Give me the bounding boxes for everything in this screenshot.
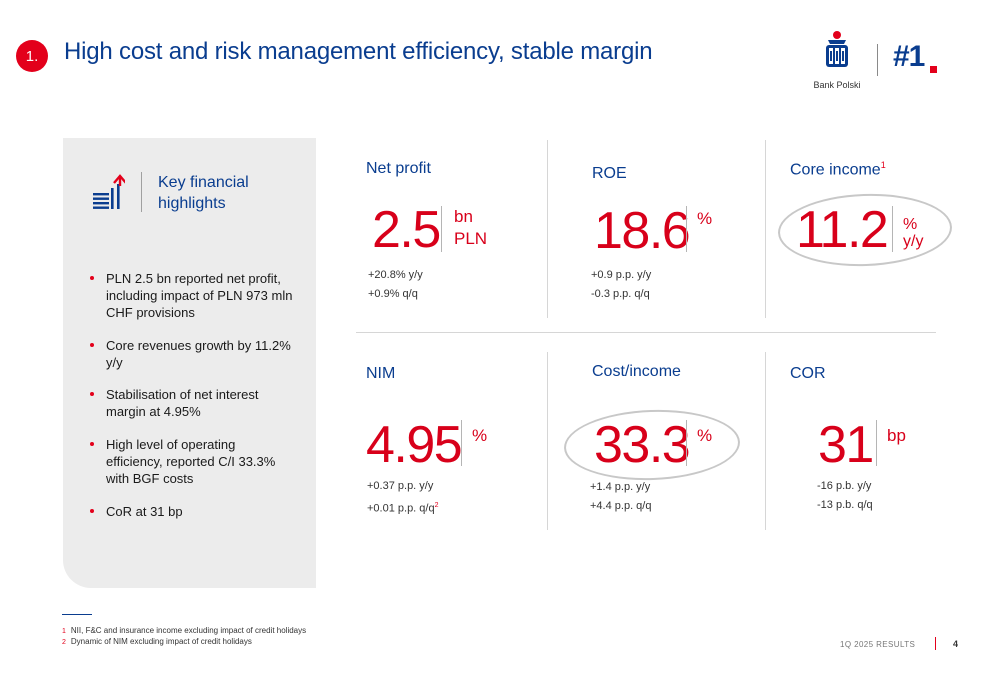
logo-divider [877,44,878,76]
rank-dot [930,66,937,73]
footnote: 1 NII, F&C and insurance income excluding… [62,626,307,635]
kpi-label-roe: ROE [592,165,627,182]
page-number: 4 [953,639,959,649]
grid-divider [765,352,766,530]
kpi-change-cost-income: +1.4 p.p. y/y +4.4 p.p. q/q [590,481,652,512]
footnote-divider [62,614,92,615]
grid-divider [547,352,548,530]
footer-divider [935,637,936,650]
kpi-separator [441,206,442,252]
kpi-change-net-profit: +20.8% y/y +0.9% q/q [368,269,423,300]
kpi-value-cor: 31 [818,416,874,474]
kpi-value-roe: 18.6 [594,202,691,260]
list-item: High level of operating efficiency, repo… [88,436,293,487]
kpi-value-net-profit: 2.5 [372,201,441,259]
kpi-unit-net-profit: bn PLN [454,207,488,248]
bank-logo-icon [826,31,848,67]
kpi-value-nim: 4.95 [366,416,463,474]
kpi-label-cor: COR [790,365,826,382]
kpi-change-cor: -16 p.b. y/y -13 p.b. q/q [817,480,873,511]
kpi-label-core-income: Core income1 [790,160,886,179]
footer-results-label: 1Q 2025 RESULTS [840,640,916,649]
section-number-badge: 1. [16,40,48,72]
highlights-list: PLN 2.5 bn reported net profit, includin… [88,270,293,536]
kpi-change-nim: +0.37 p.p. y/y +0.01 p.p. q/q2 [367,480,439,515]
kpi-separator [461,420,462,466]
footnote: 2 Dynamic of NIM excluding impact of cred… [62,637,252,646]
kpi-separator [686,420,687,466]
growth-chart-icon [93,174,125,209]
grid-divider [356,332,936,333]
list-item: PLN 2.5 bn reported net profit, includin… [88,270,293,321]
list-item: Core revenues growth by 11.2% y/y [88,337,293,371]
kpi-separator [892,206,893,252]
kpi-unit-core-income: % y/y [903,216,924,250]
kpi-label-cost-income: Cost/income [592,363,681,380]
bank-name: Bank Polski [813,80,861,90]
kpi-unit-cor: bp [887,426,906,445]
list-item: CoR at 31 bp [88,503,293,520]
panel-title: Key financial highlights [158,174,249,212]
kpi-unit-nim: % [472,426,488,445]
highlights-panel [63,138,316,588]
kpi-unit-roe: % [697,209,713,228]
kpi-value-core-income: 11.2 [796,201,889,259]
kpi-separator [876,420,877,466]
kpi-separator [686,206,687,252]
grid-divider [547,140,548,318]
kpi-label-nim: NIM [366,365,396,382]
kpi-label-net-profit: Net profit [366,160,431,177]
rank-label: #1 [893,40,925,73]
list-item: Stabilisation of net interest margin at … [88,386,293,420]
panel-icon-divider [141,172,142,212]
kpi-value-cost-income: 33.3 [594,416,691,474]
grid-divider [765,140,766,318]
kpi-unit-cost-income: % [697,426,713,445]
page-title: High cost and risk management efficiency… [64,38,653,65]
kpi-change-roe: +0.9 p.p. y/y -0.3 p.p. q/q [591,269,652,300]
